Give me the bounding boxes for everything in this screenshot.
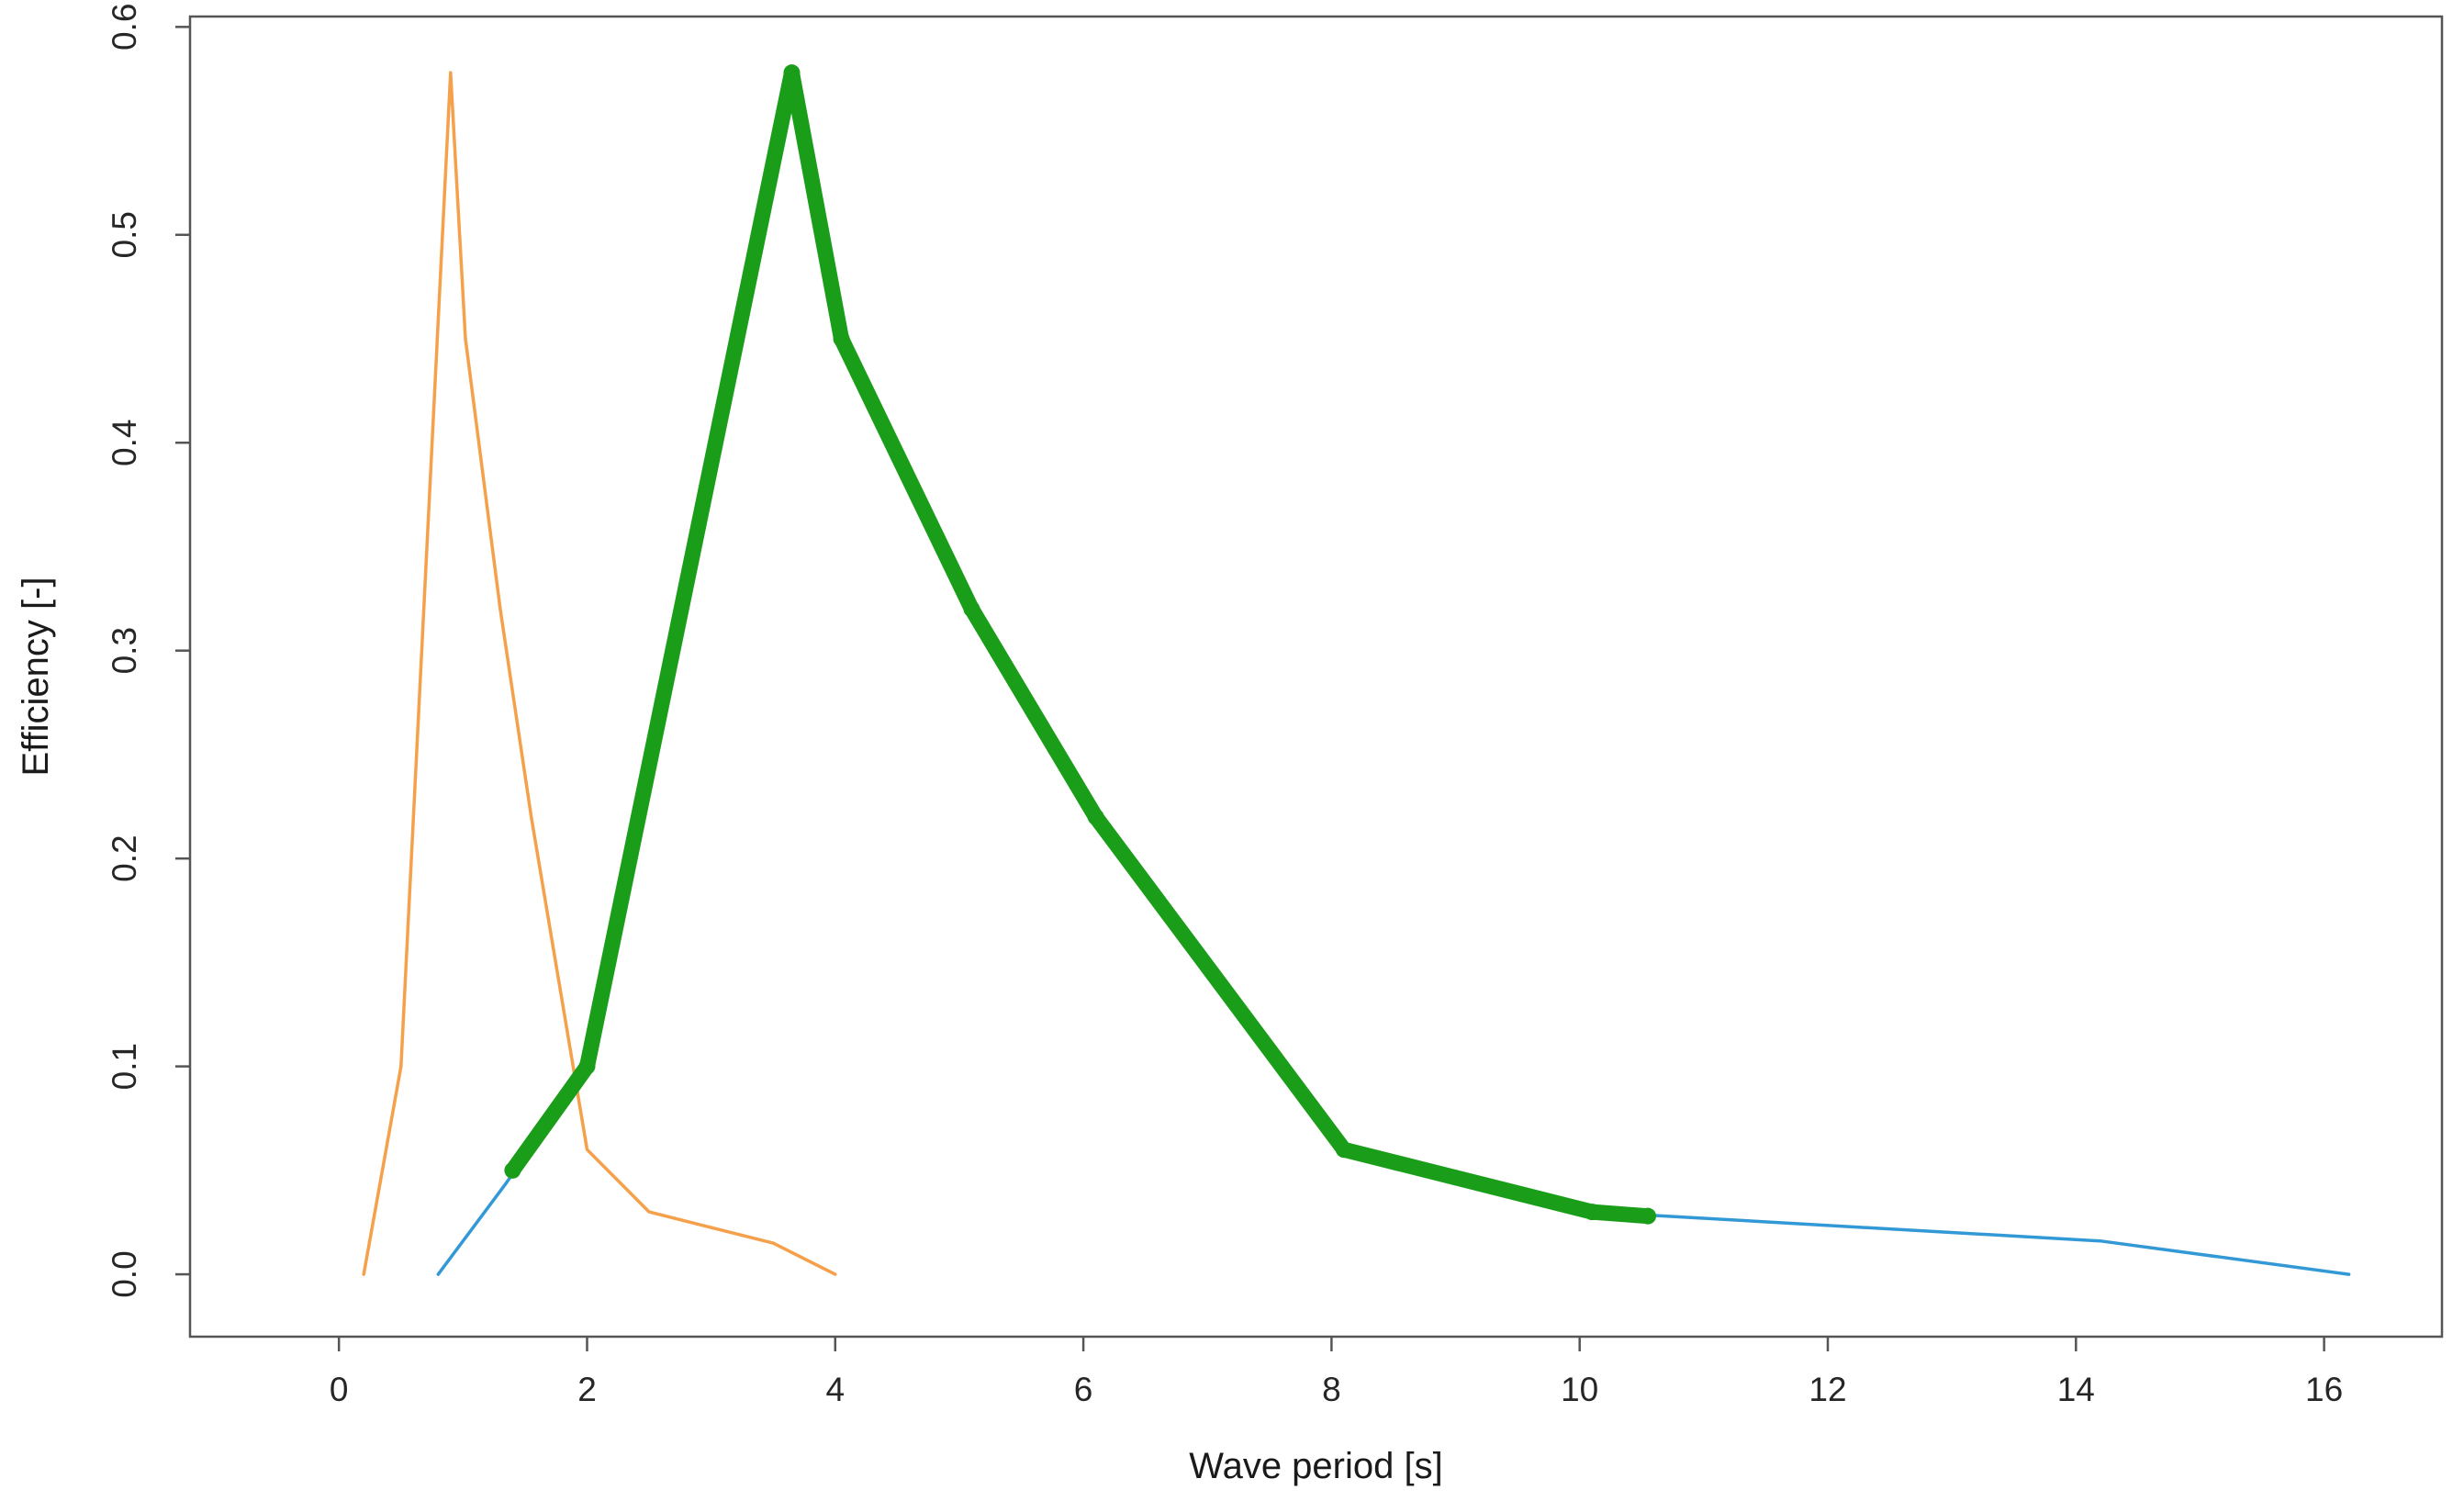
y-tick-label: 0.1 [106,1043,143,1090]
series-line-2 [362,71,837,1276]
data-point [963,600,980,618]
y-tick-label: 0.5 [106,211,143,258]
y-tick-label: 0.3 [106,627,143,674]
x-tick-label: 0 [330,1371,349,1408]
data-point [1087,808,1104,825]
x-tick-label: 8 [1322,1371,1341,1408]
series-line-3 [504,64,1656,1225]
data-point [833,330,850,348]
y-tick-label: 0.4 [106,420,143,466]
x-tick-label: 6 [1074,1371,1093,1408]
x-tick-label: 14 [2057,1371,2095,1408]
data-point [1584,1204,1601,1221]
data-point [783,64,801,82]
series-layer [362,64,2351,1276]
data-point [1640,1207,1657,1225]
x-tick-label: 16 [2305,1371,2343,1408]
x-tick-label: 4 [825,1371,845,1408]
y-tick-label: 0.0 [106,1250,143,1297]
y-tick-label: 0.6 [106,4,143,50]
data-point [504,1161,521,1179]
plot-frame [188,15,2444,1339]
data-point [578,1058,596,1075]
y-tick-label: 0.2 [106,835,143,881]
x-tick-label: 2 [577,1371,597,1408]
y-axis-ticks: 0.0 0.1 0.2 0.3 0.4 0.5 0.6 [106,4,190,1298]
x-tick-label: 10 [1561,1371,1598,1408]
plot-border [188,15,2444,1339]
x-axis-ticks: 0 2 4 6 8 10 12 14 16 [330,1337,2343,1408]
y-axis-label: Efficiency [-] [16,577,56,776]
series-line-1 [436,71,2351,1276]
x-tick-label: 12 [1809,1371,1846,1408]
x-axis-label: Wave period [s] [1189,1446,1442,1486]
data-point [1335,1141,1352,1159]
